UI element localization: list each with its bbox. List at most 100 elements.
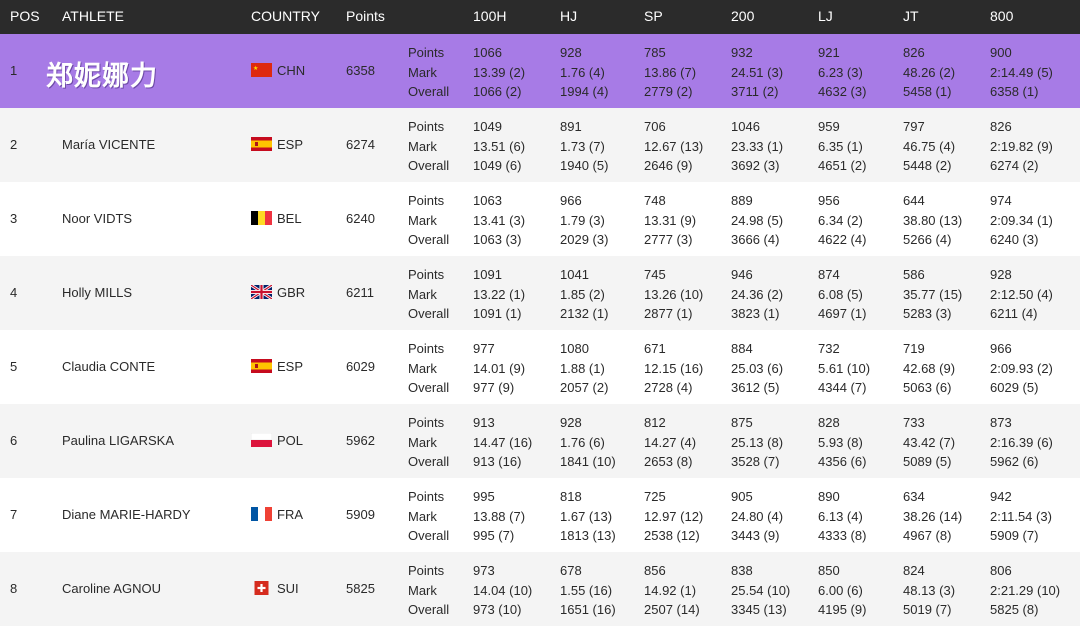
table-row[interactable]: 3 Noor VIDTS BEL 6240 Points Mark Overall 1… <box>0 182 1080 256</box>
event-overall: 1091 (1) <box>473 306 522 321</box>
athlete-name[interactable]: Paulina LIGARSKA <box>62 433 175 448</box>
event-mark: 6.00 (6) <box>818 582 863 598</box>
event-mark: 42.68 (9) <box>903 360 956 376</box>
label-mark: Mark <box>408 64 437 80</box>
country-code: SUI <box>277 581 299 596</box>
event-overall: 4344 (7) <box>818 380 867 395</box>
event-points: 977 <box>473 341 495 356</box>
row-position: 5 <box>10 359 18 374</box>
event-points: 928 <box>560 45 582 60</box>
athlete-name[interactable]: 郑妮娜力 <box>46 61 158 92</box>
event-cell-jt: 797 46.75 (4) 5448 (2) <box>903 117 955 176</box>
table-row[interactable]: 6 Paulina LIGARSKA POL 5962 Points Mark Ove… <box>0 404 1080 478</box>
event-mark: 24.51 (3) <box>731 64 784 80</box>
row-labels: Points Mark Overall <box>408 413 449 472</box>
label-mark: Mark <box>408 212 437 228</box>
header-athlete: ATHLETE <box>62 8 124 24</box>
table-row[interactable]: 8 Caroline AGNOU SUI 5825 Points Mark Overa… <box>0 552 1080 626</box>
event-mark: 2:09.34 (1) <box>990 212 1053 228</box>
header-country: COUNTRY <box>251 8 320 24</box>
event-points: 966 <box>560 193 582 208</box>
event-cell-800: 966 2:09.93 (2) 6029 (5) <box>990 339 1053 398</box>
table-row[interactable]: 4 Holly MILLS GBR 6211 Points Mark Overall … <box>0 256 1080 330</box>
event-mark: 14.47 (16) <box>473 434 533 450</box>
row-position: 6 <box>10 433 18 448</box>
athlete-name[interactable]: Claudia CONTE <box>62 359 156 374</box>
event-mark: 2:19.82 (9) <box>990 138 1053 154</box>
event-cell-jt: 719 42.68 (9) 5063 (6) <box>903 339 955 398</box>
event-mark: 2:12.50 (4) <box>990 286 1053 302</box>
event-cell-800: 928 2:12.50 (4) 6211 (4) <box>990 265 1053 324</box>
event-points: 732 <box>818 341 840 356</box>
event-cell-hj: 678 1.55 (16) 1651 (16) <box>560 561 616 620</box>
event-mark: 14.04 (10) <box>473 582 533 598</box>
event-cell-200: 838 25.54 (10) 3345 (13) <box>731 561 790 620</box>
event-mark: 6.34 (2) <box>818 212 863 228</box>
event-overall: 5909 (7) <box>990 528 1039 543</box>
event-mark: 23.33 (1) <box>731 138 784 154</box>
france-flag-icon <box>251 507 272 521</box>
event-overall: 2653 (8) <box>644 454 693 469</box>
event-mark: 24.98 (5) <box>731 212 784 228</box>
event-points: 733 <box>903 415 925 430</box>
row-labels: Points Mark Overall <box>408 561 449 620</box>
event-points: 928 <box>560 415 582 430</box>
event-mark: 24.80 (4) <box>731 508 784 524</box>
label-points: Points <box>408 563 445 578</box>
event-mark: 6.23 (3) <box>818 64 863 80</box>
event-overall: 4333 (8) <box>818 528 867 543</box>
event-cell-200: 884 25.03 (6) 3612 (5) <box>731 339 783 398</box>
row-labels: Points Mark Overall <box>408 117 449 176</box>
event-points: 719 <box>903 341 925 356</box>
event-overall: 973 (10) <box>473 602 522 617</box>
event-overall: 2538 (12) <box>644 528 700 543</box>
label-overall: Overall <box>408 602 450 617</box>
event-points: 966 <box>990 341 1012 356</box>
table-row[interactable]: 5 Claudia CONTE ESP 6029 Points Mark Overal… <box>0 330 1080 404</box>
event-cell-lj: 732 5.61 (10) 4344 (7) <box>818 339 870 398</box>
event-cell-hj: 966 1.79 (3) 2029 (3) <box>560 191 608 250</box>
event-points: 748 <box>644 193 666 208</box>
china-flag-icon: ★ <box>251 63 272 77</box>
event-points: 1080 <box>560 341 589 356</box>
event-mark: 14.27 (4) <box>644 434 697 450</box>
event-mark: 6.13 (4) <box>818 508 863 524</box>
event-points: 634 <box>903 489 925 504</box>
event-overall: 6358 (1) <box>990 84 1039 99</box>
event-cell-hj: 928 1.76 (4) 1994 (4) <box>560 43 608 102</box>
event-cell-sp: 745 13.26 (10) 2877 (1) <box>644 265 703 324</box>
total-points: 6358 <box>346 63 375 78</box>
event-mark: 13.22 (1) <box>473 286 526 302</box>
country-code: CHN <box>277 63 306 78</box>
event-cell-100h: 1063 13.41 (3) 1063 (3) <box>473 191 525 250</box>
event-points: 826 <box>990 119 1012 134</box>
event-points: 856 <box>644 563 666 578</box>
athlete-name[interactable]: María VICENTE <box>62 137 156 152</box>
event-overall: 4195 (9) <box>818 602 867 617</box>
table-row[interactable]: 2 María VICENTE ESP 6274 Points Mark Overal… <box>0 108 1080 182</box>
event-points: 828 <box>818 415 840 430</box>
event-points: 850 <box>818 563 840 578</box>
athlete-name[interactable]: Diane MARIE-HARDY <box>62 507 191 522</box>
event-points: 884 <box>731 341 753 356</box>
event-overall: 977 (9) <box>473 380 515 395</box>
label-overall: Overall <box>408 454 450 469</box>
label-points: Points <box>408 267 445 282</box>
athlete-name[interactable]: Noor VIDTS <box>62 211 133 226</box>
table-row[interactable]: 7 Diane MARIE-HARDY FRA 5909 Points Mark Ov… <box>0 478 1080 552</box>
label-points: Points <box>408 415 445 430</box>
event-cell-200: 1046 23.33 (1) 3692 (3) <box>731 117 783 176</box>
event-points: 921 <box>818 45 840 60</box>
table-row[interactable]: 1 郑妮娜力 ★ CHN 6358 Points Mark Overall 1066 1… <box>0 34 1080 108</box>
event-points: 1041 <box>560 267 589 282</box>
event-mark: 6.35 (1) <box>818 138 863 154</box>
header-pos: POS <box>10 8 40 24</box>
event-overall: 4697 (1) <box>818 306 867 321</box>
athlete-name[interactable]: Caroline AGNOU <box>62 581 161 596</box>
row-labels: Points Mark Overall <box>408 265 449 324</box>
athlete-name[interactable]: Holly MILLS <box>62 285 133 300</box>
event-cell-lj: 959 6.35 (1) 4651 (2) <box>818 117 866 176</box>
country-code: BEL <box>277 211 302 226</box>
header-event-hj: HJ <box>560 8 578 24</box>
uk-flag-icon <box>251 285 272 299</box>
